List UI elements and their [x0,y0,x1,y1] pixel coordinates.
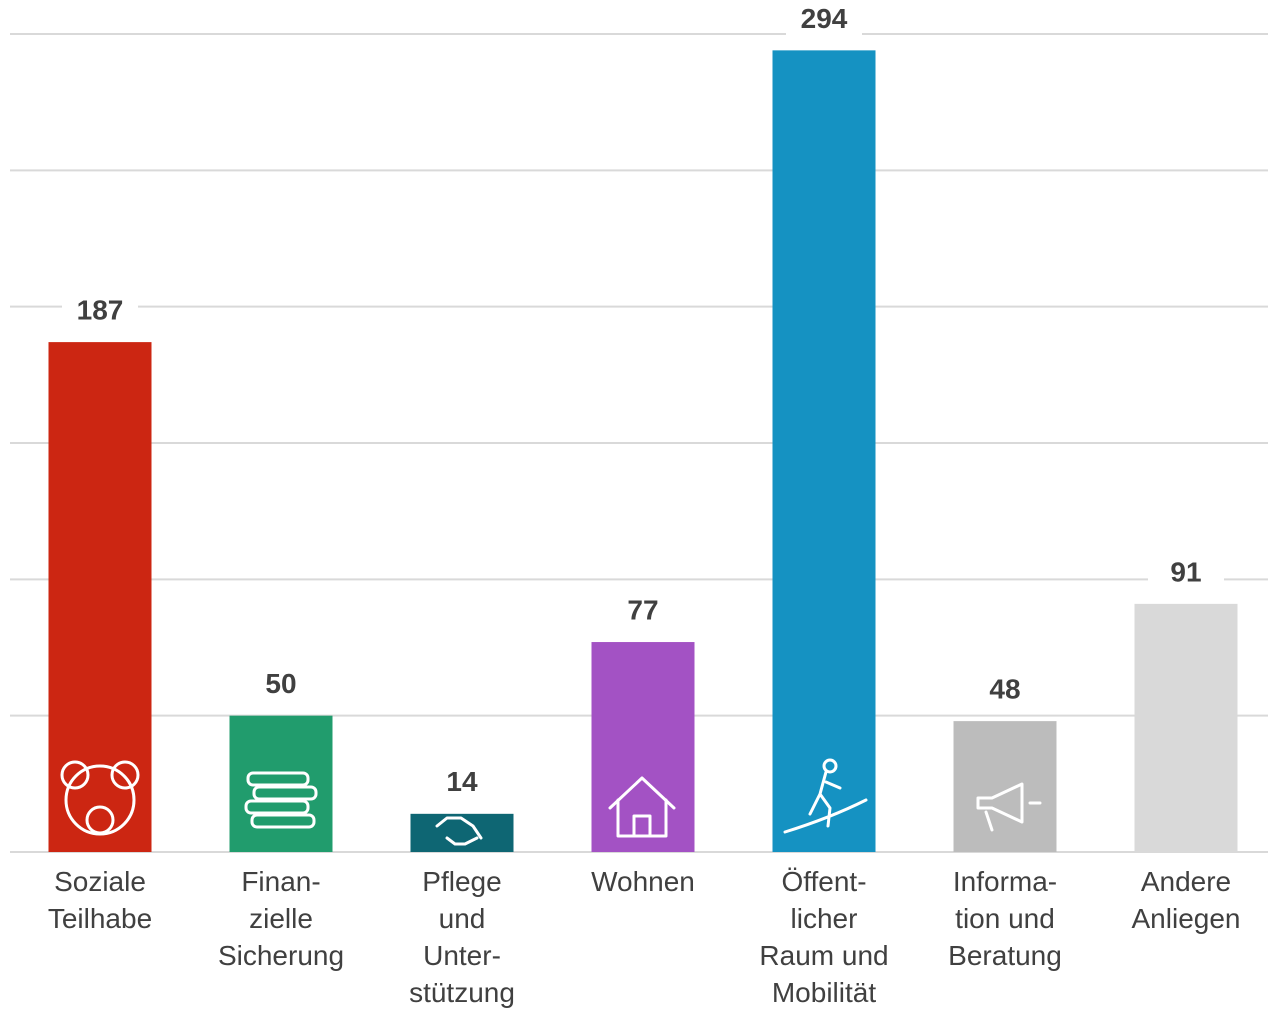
value-label-bg [605,594,681,631]
bar [953,721,1057,852]
people-icon [60,760,140,836]
bar [591,642,695,852]
x-tick-label-line: Raum und [759,940,888,971]
value-label: 294 [801,3,848,34]
value-label-bg [1148,555,1224,592]
x-tick-label: Wohnen [591,866,695,897]
house-icon [608,776,676,838]
x-tick-label-line: licher [791,903,858,934]
value-label: 48 [989,674,1020,705]
value-label-bg [967,673,1043,710]
x-tick-label-line: Andere [1141,866,1231,897]
x-tick-label: Informa-tion und Beratung [948,866,1062,971]
bar [772,50,876,853]
megaphone-icon [976,782,1042,832]
bars: Soziale Teilhabe 187 Finan-zielle Sicherung 5… [48,2,1241,1008]
x-tick-label-line: tion und [955,903,1055,934]
x-tick-label-line: Finan- [241,866,320,897]
x-tick-label-line: Soziale [54,866,146,897]
x-tick-label: Andere Anliegen [1132,866,1241,934]
value-label: 50 [265,668,296,699]
bar [48,342,152,852]
value-label-bg [62,294,138,331]
x-tick-label-line: und [439,903,486,934]
x-tick-label-line: Teilhabe [48,903,152,934]
x-tick-label-line: Anliegen [1132,903,1241,934]
x-tick-label-line: Unter- [423,940,501,971]
x-tick-label: Pflege und Unter-stützung [409,866,515,1008]
handshake-icon [435,816,483,846]
coins-icon [244,771,318,829]
value-label-bg [243,667,319,704]
x-tick-label: Soziale Teilhabe [48,866,152,934]
bar [1134,603,1238,852]
grid [10,33,1268,853]
x-tick-label-line: Informa- [953,866,1057,897]
icons [60,758,1042,846]
value-label-bg [424,765,500,802]
x-tick-label-line: Wohnen [591,866,695,897]
value-label: 14 [446,766,478,797]
x-tick-label-line: stützung [409,977,515,1008]
x-tick-label: Öffent-licher Raum und Mobilität [759,866,888,1008]
x-tick-label-line: Öffent- [781,866,866,897]
x-tick-label-line: Sicherung [218,940,344,971]
value-label: 77 [627,594,658,625]
x-tick-label-line: Beratung [948,940,1062,971]
x-tick-label-line: Pflege [422,866,501,897]
value-label: 91 [1170,556,1201,587]
x-tick-label-line: Mobilität [772,977,876,1008]
x-tick-label-line: zielle [249,903,313,934]
value-label: 187 [77,295,124,326]
value-label-bg [786,2,862,39]
hiker-icon [783,758,868,834]
x-tick-label: Finan-zielle Sicherung [218,866,344,971]
